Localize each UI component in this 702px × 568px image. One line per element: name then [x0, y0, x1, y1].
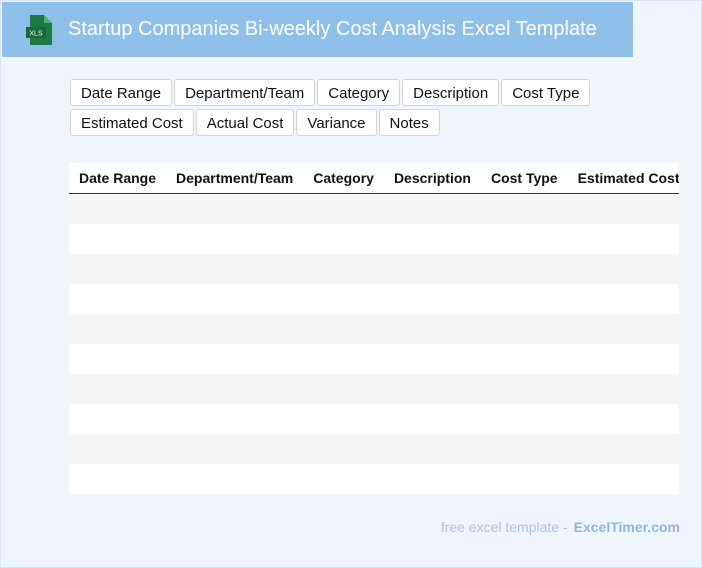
table-row	[69, 193, 679, 224]
table-cell[interactable]	[166, 314, 304, 344]
table-cell[interactable]	[69, 434, 167, 464]
table-cell[interactable]	[567, 284, 679, 314]
field-chip[interactable]: Category	[317, 79, 401, 106]
table-cell[interactable]	[69, 374, 167, 404]
table-cell[interactable]	[303, 314, 384, 344]
table-cell[interactable]	[69, 284, 167, 314]
field-chip[interactable]: Estimated Cost	[70, 109, 194, 136]
table-row	[69, 284, 679, 314]
table-cell[interactable]	[383, 254, 481, 284]
table-row	[69, 224, 679, 254]
field-chip-list: Date Range Department/Team Category Descrip…	[70, 79, 630, 136]
column-header: Department/Team	[166, 163, 304, 194]
footer-brand-link[interactable]: ExcelTimer.com	[573, 519, 680, 535]
table-cell[interactable]	[383, 314, 481, 344]
field-chip[interactable]: Actual Cost	[195, 109, 295, 136]
table-cell[interactable]	[567, 254, 679, 284]
xls-icon-label: XLS	[29, 31, 43, 38]
table-cell[interactable]	[69, 224, 167, 254]
column-header: Date Range	[69, 163, 167, 194]
table-cell[interactable]	[480, 374, 568, 404]
column-header: Cost Type	[480, 163, 568, 194]
table-row	[69, 434, 679, 464]
table-cell[interactable]	[567, 464, 679, 494]
field-chip[interactable]: Date Range	[70, 79, 173, 106]
data-table: Date Range Department/Team Category Descrip…	[69, 163, 679, 494]
table-cell[interactable]	[480, 224, 568, 254]
footer-text: free excel template -	[440, 519, 568, 535]
table-cell[interactable]	[303, 193, 384, 224]
table-cell[interactable]	[303, 464, 384, 494]
field-chip[interactable]: Cost Type	[501, 79, 591, 106]
table-cell[interactable]	[480, 344, 568, 374]
table-cell[interactable]	[383, 224, 481, 254]
field-chip[interactable]: Notes	[378, 109, 440, 136]
title-bar: XLS Startup Companies Bi-weekly Cost Ana…	[2, 2, 633, 57]
table-row	[69, 374, 679, 404]
table-cell[interactable]	[69, 404, 167, 434]
table-cell[interactable]	[567, 344, 679, 374]
table-cell[interactable]	[69, 344, 167, 374]
table-cell[interactable]	[69, 314, 167, 344]
table-cell[interactable]	[383, 344, 481, 374]
table-cell[interactable]	[303, 254, 384, 284]
table-cell[interactable]	[166, 224, 304, 254]
table-cell[interactable]	[69, 193, 167, 224]
table-header-row: Date Range Department/Team Category Descrip…	[69, 163, 679, 194]
page-title: Startup Companies Bi-weekly Cost Analysi…	[68, 18, 597, 40]
table-cell[interactable]	[303, 224, 384, 254]
table-cell[interactable]	[383, 284, 481, 314]
table-cell[interactable]	[166, 434, 304, 464]
table-cell[interactable]	[567, 193, 679, 224]
table-cell[interactable]	[166, 464, 304, 494]
table-cell[interactable]	[166, 374, 304, 404]
table-cell[interactable]	[303, 404, 384, 434]
table-row	[69, 404, 679, 434]
table-cell[interactable]	[567, 404, 679, 434]
field-chip[interactable]: Department/Team	[174, 79, 316, 106]
table-cell[interactable]	[383, 193, 481, 224]
table-cell[interactable]	[383, 374, 481, 404]
table-row	[69, 344, 679, 374]
table-cell[interactable]	[480, 193, 568, 224]
table-cell[interactable]	[303, 344, 384, 374]
table-cell[interactable]	[166, 284, 304, 314]
table-row	[69, 464, 679, 494]
table-cell[interactable]	[567, 224, 679, 254]
column-header: Estimated Cost	[567, 163, 679, 194]
table-cell[interactable]	[166, 344, 304, 374]
table-row	[69, 254, 679, 284]
xls-file-icon: XLS	[26, 15, 52, 45]
table-cell[interactable]	[166, 193, 304, 224]
field-chip[interactable]: Variance	[296, 109, 377, 136]
table-cell[interactable]	[567, 374, 679, 404]
table-cell[interactable]	[69, 254, 167, 284]
footer: free excel template - ExcelTimer.com	[441, 519, 680, 535]
table-cell[interactable]	[480, 464, 568, 494]
column-header: Category	[303, 163, 384, 194]
table-row	[69, 314, 679, 344]
table-cell[interactable]	[303, 374, 384, 404]
table-cell[interactable]	[383, 404, 481, 434]
table-cell[interactable]	[480, 434, 568, 464]
table-cell[interactable]	[166, 404, 304, 434]
table-cell[interactable]	[480, 314, 568, 344]
column-header: Description	[383, 163, 481, 194]
table-cell[interactable]	[303, 434, 384, 464]
table-cell[interactable]	[383, 464, 481, 494]
table-cell[interactable]	[69, 464, 167, 494]
table-cell[interactable]	[480, 404, 568, 434]
field-chip[interactable]: Description	[402, 79, 500, 106]
table-cell[interactable]	[567, 434, 679, 464]
table-cell[interactable]	[567, 314, 679, 344]
table-cell[interactable]	[383, 434, 481, 464]
table-cell[interactable]	[480, 284, 568, 314]
table-cell[interactable]	[303, 284, 384, 314]
table-cell[interactable]	[166, 254, 304, 284]
table-cell[interactable]	[480, 254, 568, 284]
